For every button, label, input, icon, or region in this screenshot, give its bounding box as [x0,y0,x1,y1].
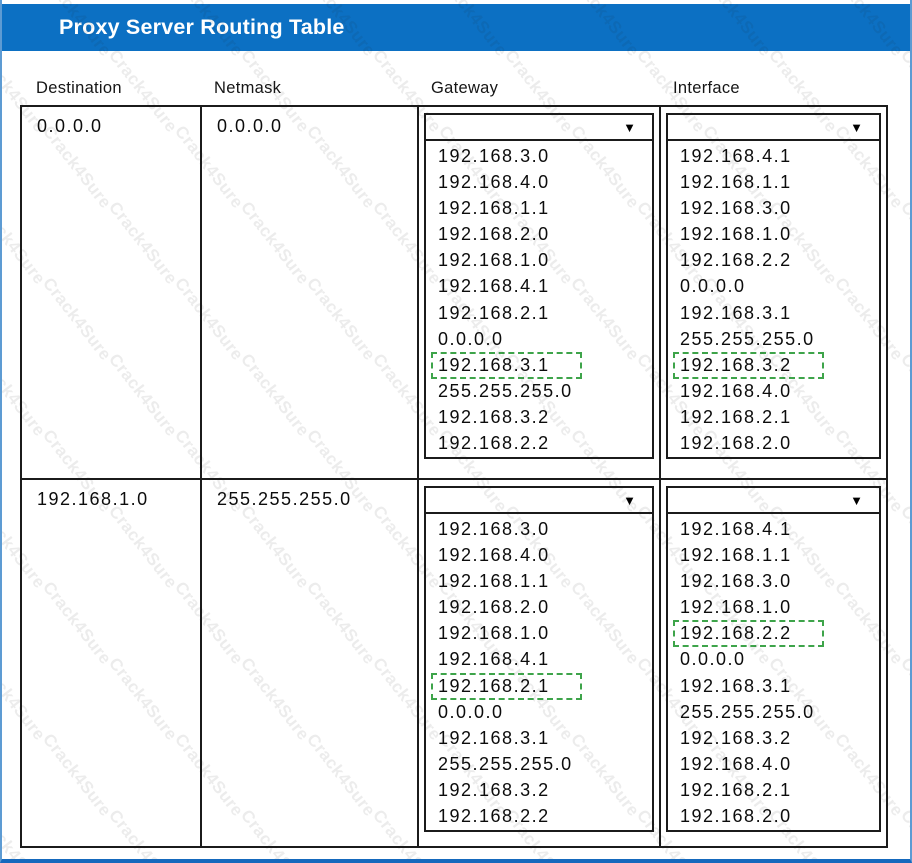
interface-cell-row2: ▼ 192.168.4.1 192.168.1.1 192.168.3.0 192.1… [659,478,886,846]
netmask-value-row1: 0.0.0.0 [200,107,417,478]
option-item[interactable]: 0.0.0.0 [680,276,746,297]
option-item[interactable]: 192.168.4.0 [438,545,550,566]
option-item[interactable]: 192.168.2.0 [680,433,792,454]
option-item[interactable]: 192.168.2.2 [680,250,792,271]
option-item[interactable]: 192.168.4.1 [438,276,550,297]
gateway-select-widget-row2: ▼ 192.168.3.0 192.168.4.0 192.168.1.1 192.1… [424,486,654,832]
column-header-interface: Interface [673,79,740,97]
option-item[interactable]: 192.168.3.1 [438,727,550,748]
chevron-down-icon[interactable]: ▼ [850,493,863,508]
interface-select-widget-row2: ▼ 192.168.4.1 192.168.1.1 192.168.3.0 192.1… [666,486,881,832]
option-item[interactable]: 0.0.0.0 [438,701,504,722]
option-item[interactable]: 192.168.4.1 [680,519,792,539]
option-item[interactable]: 192.168.3.2 [438,406,550,427]
interface-options-list-row1: 192.168.4.1 192.168.1.1 192.168.3.0 192.168… [668,141,879,456]
option-item[interactable]: 192.168.2.1 [426,672,652,700]
option-item[interactable]: 192.168.3.1 [680,302,792,323]
option-item[interactable]: 192.168.3.1 [680,675,792,696]
option-item[interactable]: 255.255.255.0 [438,753,573,774]
option-item[interactable]: 192.168.3.1 [426,351,652,379]
chevron-down-icon[interactable]: ▼ [623,120,636,135]
selected-option-highlight[interactable]: 192.168.3.1 [431,351,582,379]
interface-select-widget-row1: ▼ 192.168.4.1 192.168.1.1 192.168.3.0 192.1… [666,113,881,459]
option-item[interactable]: 255.255.255.0 [438,380,573,401]
destination-value-row1: 0.0.0.0 [37,116,103,136]
netmask-value-row2: 255.255.255.0 [200,478,417,846]
option-item[interactable]: 192.168.1.1 [438,198,550,219]
option-item[interactable]: 192.168.4.0 [680,753,792,774]
chevron-down-icon[interactable]: ▼ [623,493,636,508]
interface-options-list-row2: 192.168.4.1 192.168.1.1 192.168.3.0 192.168… [668,514,879,829]
destination-value-row2: 192.168.1.0 [22,478,200,846]
selected-option-highlight[interactable]: 192.168.2.1 [431,672,582,700]
interface-dropdown-row2[interactable]: ▼ [668,488,879,514]
option-item[interactable]: 192.168.2.1 [438,302,550,323]
option-item[interactable]: 192.168.2.2 [438,433,550,454]
selected-option-highlight[interactable]: 192.168.2.2 [673,620,824,648]
option-item[interactable]: 192.168.1.0 [438,623,550,644]
interface-dropdown-row1[interactable]: ▼ [668,115,879,141]
option-item[interactable]: 192.168.4.0 [680,380,792,401]
option-item[interactable]: 192.168.2.0 [680,806,792,827]
option-item[interactable]: 255.255.255.0 [680,701,815,722]
option-item[interactable]: 192.168.1.0 [680,597,792,618]
gateway-cell-row2: ▼ 192.168.3.0 192.168.4.0 192.168.1.1 192.1… [417,478,659,846]
option-item[interactable]: 192.168.3.2 [668,351,879,379]
watermark-text: Crack4Sure [897,806,910,859]
option-item[interactable]: 192.168.4.1 [438,649,550,670]
option-item[interactable]: 192.168.2.2 [668,620,879,648]
option-item[interactable]: 0.0.0.0 [680,649,746,670]
option-item[interactable]: 192.168.3.0 [438,519,550,539]
watermark-text: Crack4Sure [897,350,910,441]
option-item[interactable]: 192.168.1.0 [438,250,550,271]
interface-cell-row1: ▼ 192.168.4.1 192.168.1.1 192.168.3.0 192.1… [659,107,886,478]
routing-table: 0.0.0.0 0.0.0.0 ▼ 192.168.3.0 192.168.4.0… [20,105,888,848]
option-item[interactable]: 192.168.4.0 [438,172,550,193]
option-item[interactable]: 192.168.2.0 [438,224,550,245]
option-item[interactable]: 192.168.2.0 [438,597,550,618]
option-item[interactable]: 192.168.1.1 [680,172,792,193]
gateway-options-list-row1: 192.168.3.0 192.168.4.0 192.168.1.1 192.168… [426,141,652,456]
chevron-down-icon[interactable]: ▼ [850,120,863,135]
watermark-text: Crack4Sure [897,502,910,593]
option-item[interactable]: 255.255.255.0 [680,328,815,349]
gateway-cell-row1: ▼ 192.168.3.0 192.168.4.0 192.168.1.1 192.1… [417,107,659,478]
watermark-text: Crack4Sure [897,198,910,289]
page-title: Proxy Server Routing Table [59,15,345,39]
watermark-text: Crack4Sure [897,654,910,745]
option-item[interactable]: 192.168.1.1 [438,571,550,592]
option-item[interactable]: 192.168.3.0 [680,571,792,592]
gateway-select-widget-row1: ▼ 192.168.3.0 192.168.4.0 192.168.1.1 192.1… [424,113,654,459]
option-item[interactable]: 192.168.4.1 [680,146,792,166]
option-item[interactable]: 192.168.3.0 [438,146,550,166]
option-item[interactable]: 0.0.0.0 [438,328,504,349]
gateway-dropdown-row1[interactable]: ▼ [426,115,652,141]
option-item[interactable]: 192.168.3.2 [438,779,550,800]
option-item[interactable]: 192.168.3.0 [680,198,792,219]
column-header-destination: Destination [36,79,122,97]
gateway-dropdown-row2[interactable]: ▼ [426,488,652,514]
option-item[interactable]: 192.168.2.2 [438,806,550,827]
watermark-text: Crack4Sure [897,46,910,137]
option-item[interactable]: 192.168.2.1 [680,406,792,427]
column-header-netmask: Netmask [214,79,282,97]
selected-option-highlight[interactable]: 192.168.3.2 [673,351,824,379]
option-item[interactable]: 192.168.2.1 [680,779,792,800]
column-header-gateway: Gateway [431,79,499,97]
option-item[interactable]: 192.168.1.0 [680,224,792,245]
option-item[interactable]: 192.168.1.1 [680,545,792,566]
option-item[interactable]: 192.168.3.2 [680,727,792,748]
column-header-row: Destination Netmask Gateway Interface [20,79,888,98]
title-bar: Proxy Server Routing Table [2,4,910,51]
gateway-options-list-row2: 192.168.3.0 192.168.4.0 192.168.1.1 192.168… [426,514,652,829]
